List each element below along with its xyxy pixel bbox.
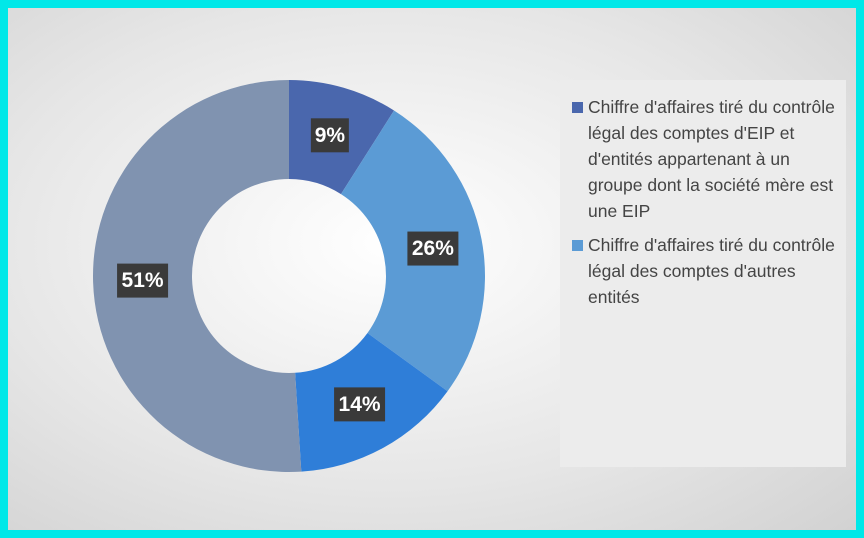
data-label-box: [310, 118, 349, 153]
data-label-box: [407, 231, 459, 266]
legend: Chiffre d'affaires tiré du contrôle léga…: [560, 80, 846, 467]
data-label: 26%: [412, 237, 454, 260]
legend-swatch: [572, 240, 583, 251]
data-label-box: [334, 387, 386, 422]
legend-label: Chiffre d'affaires tiré du contrôle léga…: [588, 97, 835, 221]
data-label: 14%: [339, 393, 381, 416]
data-label: 51%: [122, 269, 164, 292]
legend-entry: Chiffre d'affaires tiré du contrôle léga…: [572, 232, 838, 310]
legend-entry: Chiffre d'affaires tiré du contrôle léga…: [572, 94, 838, 224]
legend-swatch: [572, 102, 583, 113]
data-label: 9%: [315, 124, 346, 147]
legend-label: Chiffre d'affaires tiré du contrôle léga…: [588, 235, 835, 307]
plot: 9% 26% 14% 51%: [92, 80, 485, 473]
data-label-box: [117, 263, 169, 298]
donut-slice: [92, 80, 302, 473]
